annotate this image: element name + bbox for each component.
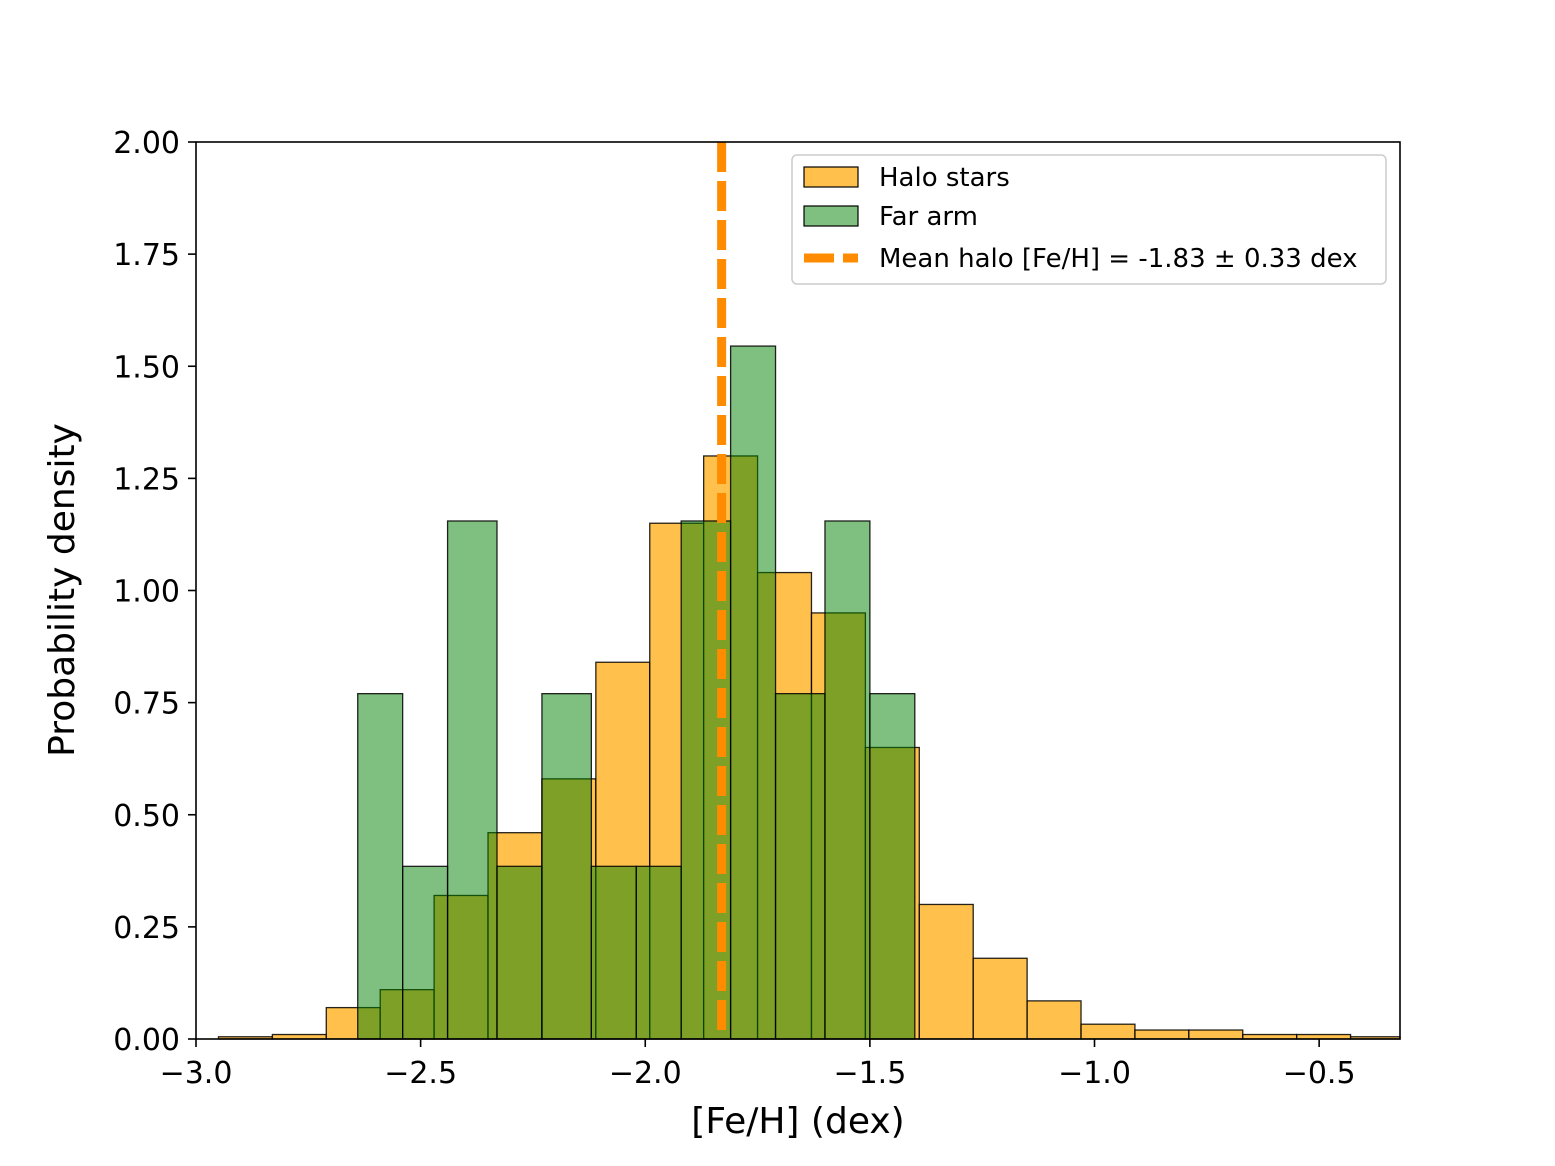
histogram-bars (217, 345, 1401, 1040)
y-tick-label: 0.25 (113, 911, 180, 946)
y-tick-label: 1.50 (113, 350, 180, 385)
x-tick-label: −2.0 (609, 1056, 682, 1091)
bar-far-arm-2 (446, 520, 498, 1040)
legend-box (791, 154, 1387, 285)
x-tick-label: −1.5 (833, 1056, 906, 1091)
x-tick-label: −1.0 (1058, 1056, 1131, 1091)
bar-halo-stars-14 (972, 957, 1028, 1040)
bar-far-arm-1 (402, 865, 449, 1040)
y-axis-ticks: 0.00 0.25 0.50 0.75 1.00 1.25 1.50 1.75 2.00 (113, 126, 196, 1058)
y-tick-label: 0.00 (113, 1023, 180, 1058)
x-tick-label: −2.5 (384, 1056, 457, 1091)
bar-far-arm-11 (869, 693, 916, 1040)
y-axis-label: Probability density (42, 423, 83, 757)
bar-halo-stars-15 (1026, 1000, 1082, 1040)
bar-halo-stars-13 (918, 903, 974, 1040)
bar-far-arm-9 (774, 693, 826, 1040)
legend: Halo stars Far arm Mean halo [Fe/H] = -1… (791, 154, 1387, 285)
bar-far-arm-8 (729, 345, 777, 1040)
y-tick-label: 1.75 (113, 238, 180, 273)
bar-far-arm-3 (496, 865, 543, 1040)
bar-far-arm-0 (357, 693, 404, 1040)
bar-far-arm-6 (635, 865, 682, 1040)
legend-label-far-arm: Far arm (879, 202, 978, 232)
y-tick-label: 1.00 (113, 575, 180, 610)
bar-far-arm-5 (590, 865, 637, 1040)
legend-swatch-far-arm (803, 205, 859, 227)
x-axis-label: [Fe/H] (dex) (691, 1101, 904, 1142)
y-tick-label: 1.25 (113, 462, 180, 497)
bar-halo-stars-16 (1080, 1023, 1136, 1040)
legend-label-halo-stars: Halo stars (879, 163, 1010, 193)
y-tick-label: 0.75 (113, 687, 180, 722)
x-tick-label: −0.5 (1283, 1056, 1356, 1091)
legend-label-mean-halo: Mean halo [Fe/H] = -1.83 ± 0.33 dex (879, 244, 1358, 274)
legend-swatch-halo-stars (803, 166, 859, 188)
y-tick-label: 0.50 (113, 799, 180, 834)
x-tick-label: −3.0 (160, 1056, 233, 1091)
x-axis-ticks: −3.0 −2.5 −2.0 −1.5 −1.0 −0.5 (160, 1039, 1356, 1091)
bar-far-arm-10 (824, 520, 871, 1040)
bar-halo-stars-18 (1188, 1029, 1244, 1040)
bar-halo-stars-17 (1134, 1029, 1190, 1040)
bar-far-arm-4 (541, 693, 592, 1040)
y-tick-label: 2.00 (113, 126, 180, 161)
